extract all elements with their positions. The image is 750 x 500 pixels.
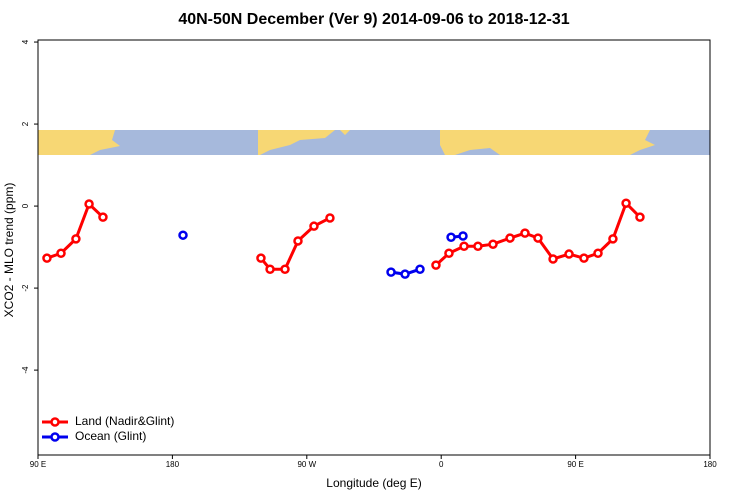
data-point — [56, 248, 66, 258]
x-tick-label: 180 — [703, 460, 717, 469]
data-point — [505, 233, 515, 243]
data-point — [548, 254, 558, 264]
world-map-strip — [38, 130, 710, 155]
y-tick-label: -4 — [21, 366, 30, 374]
x-tick-label: 90 E — [30, 460, 46, 469]
legend-marker — [50, 432, 60, 442]
data-point — [84, 199, 94, 209]
legend-label: Ocean (Glint) — [75, 429, 146, 443]
data-point — [415, 264, 425, 274]
data-point — [473, 241, 483, 252]
chart-title: 40N-50N December (Ver 9) 2014-09-06 to 2… — [178, 11, 569, 28]
data-point — [325, 213, 335, 223]
data-point — [293, 236, 303, 246]
data-point — [458, 231, 468, 241]
data-point — [98, 212, 108, 222]
data-point — [579, 253, 589, 263]
y-tick-label: 0 — [21, 203, 30, 208]
plot-frame — [37, 39, 711, 456]
x-tick-label: 90 E — [567, 460, 583, 469]
data-point — [593, 248, 603, 258]
y-tick-label: -2 — [21, 284, 30, 292]
legend-marker — [50, 417, 60, 427]
x-tick-label: 90 W — [297, 460, 316, 469]
data-point — [280, 264, 290, 274]
data-point — [621, 198, 631, 208]
data-point — [431, 260, 441, 270]
data-point — [42, 253, 52, 263]
data-point — [459, 241, 469, 252]
data-point — [444, 248, 454, 258]
y-tick-label: 2 — [21, 121, 30, 126]
data-point — [446, 232, 456, 242]
x-tick-label: 0 — [439, 460, 444, 469]
data-point — [400, 269, 410, 279]
data-point — [564, 249, 574, 259]
x-tick-label: 180 — [166, 460, 180, 469]
data-point — [71, 234, 81, 244]
data-point — [256, 253, 266, 263]
data-point — [520, 228, 530, 238]
data-point — [265, 264, 275, 274]
data-point — [635, 212, 645, 222]
legend-label: Land (Nadir&Glint) — [75, 414, 174, 428]
data-point — [533, 233, 543, 243]
y-tick-label: 4 — [21, 39, 30, 44]
data-point — [488, 239, 498, 249]
data-point — [178, 230, 188, 240]
x-axis-label: Longitude (deg E) — [326, 476, 421, 490]
data-point — [608, 234, 618, 244]
data-point — [386, 267, 396, 277]
y-axis-label: XCO2 - MLO trend (ppm) — [2, 183, 16, 318]
data-point — [309, 221, 319, 231]
